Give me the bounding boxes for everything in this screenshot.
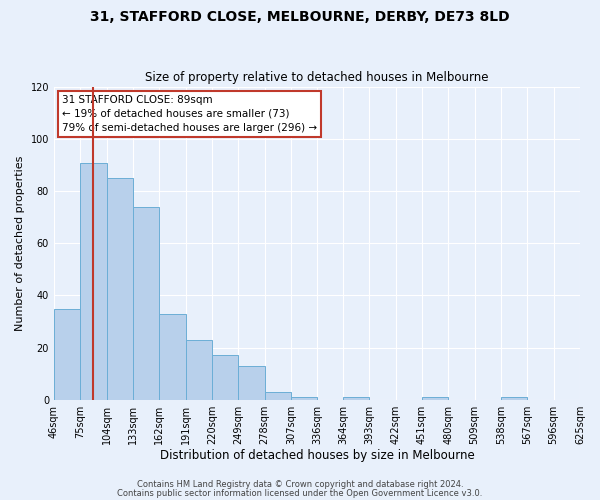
Bar [160, 314, 185, 400]
Text: Contains HM Land Registry data © Crown copyright and database right 2024.: Contains HM Land Registry data © Crown c… [137, 480, 463, 489]
Bar [133, 207, 160, 400]
Bar [212, 356, 238, 400]
Text: 31, STAFFORD CLOSE, MELBOURNE, DERBY, DE73 8LD: 31, STAFFORD CLOSE, MELBOURNE, DERBY, DE… [90, 10, 510, 24]
Text: Contains public sector information licensed under the Open Government Licence v3: Contains public sector information licen… [118, 488, 482, 498]
Bar [343, 397, 369, 400]
Bar [80, 162, 107, 400]
Text: 31 STAFFORD CLOSE: 89sqm
← 19% of detached houses are smaller (73)
79% of semi-d: 31 STAFFORD CLOSE: 89sqm ← 19% of detach… [62, 95, 317, 133]
X-axis label: Distribution of detached houses by size in Melbourne: Distribution of detached houses by size … [160, 450, 475, 462]
Bar [422, 397, 448, 400]
Bar [291, 397, 317, 400]
Y-axis label: Number of detached properties: Number of detached properties [15, 156, 25, 331]
Bar [265, 392, 291, 400]
Bar [185, 340, 212, 400]
Bar [501, 397, 527, 400]
Bar [54, 308, 80, 400]
Bar [238, 366, 265, 400]
Bar [107, 178, 133, 400]
Bar [580, 397, 600, 400]
Title: Size of property relative to detached houses in Melbourne: Size of property relative to detached ho… [145, 72, 489, 85]
